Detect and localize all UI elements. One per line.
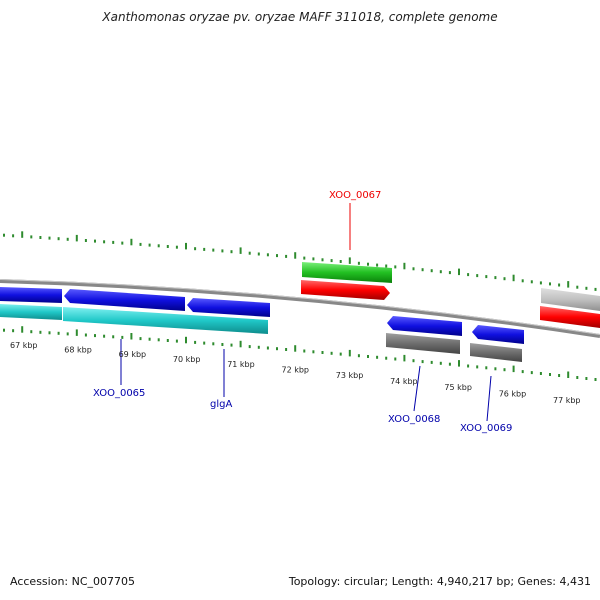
upper-tick-track <box>3 231 597 291</box>
scale-label: 68 kbp <box>64 345 92 354</box>
gene-feature-right-grey[interactable] <box>541 288 600 311</box>
scale-label: 76 kbp <box>499 389 527 398</box>
scale-label: 69 kbp <box>119 350 147 359</box>
scale-label: 73 kbp <box>336 371 364 380</box>
genome-backbone-highlight <box>0 279 600 335</box>
leader-xoo0068 <box>413 365 421 412</box>
gene-label-xoo0068[interactable]: XOO_0068 <box>388 414 440 425</box>
leader-xoo0069 <box>486 375 492 422</box>
gene-feature-cyan-2[interactable] <box>63 307 268 334</box>
gene-feature-xoo0069[interactable] <box>472 325 524 344</box>
scale-label: 70 kbp <box>173 355 201 364</box>
scale-label: 74 kbp <box>390 377 418 386</box>
gene-feature-xoo0069-grey[interactable] <box>470 343 522 362</box>
gene-label-xoo0067[interactable]: XOO_0067 <box>329 190 381 201</box>
page-title: Xanthomonas oryzae pv. oryzae MAFF 31101… <box>102 10 498 24</box>
scale-label: 67 kbp <box>10 341 38 350</box>
gene-feature-cyan-1[interactable] <box>0 304 62 320</box>
scale-label: 77 kbp <box>553 396 581 405</box>
gene-feature-right-red[interactable] <box>540 306 600 328</box>
gene-label-xoo0065[interactable]: XOO_0065 <box>93 388 145 399</box>
genome-backbone <box>0 279 600 338</box>
scale-label: 72 kbp <box>282 366 310 375</box>
gene-feature-xoo0067[interactable] <box>301 280 390 300</box>
gene-feature-xoo0068-grey[interactable] <box>386 333 460 354</box>
gene-feature-xoo0065-arrow[interactable] <box>64 289 185 311</box>
gene-feature-xoo0067-rna[interactable] <box>302 262 392 283</box>
gene-label-glga[interactable]: glgA <box>210 399 232 410</box>
gene-feature-glga[interactable] <box>187 298 270 317</box>
scale-labels: 67 kbp 68 kbp 69 kbp 70 kbp 71 kbp 72 kbp 73 k… <box>10 341 581 405</box>
gene-feature-xoo0065[interactable] <box>0 287 62 303</box>
lower-tick-track <box>3 326 597 381</box>
scale-label: 71 kbp <box>227 360 255 369</box>
gene-label-xoo0069[interactable]: XOO_0069 <box>460 423 512 434</box>
gene-feature-xoo0068[interactable] <box>387 316 462 336</box>
scale-label: 75 kbp <box>444 383 472 392</box>
genome-summary: Topology: circular; Length: 4,940,217 bp… <box>288 575 591 588</box>
accession-label: Accession: NC_007705 <box>10 575 136 588</box>
